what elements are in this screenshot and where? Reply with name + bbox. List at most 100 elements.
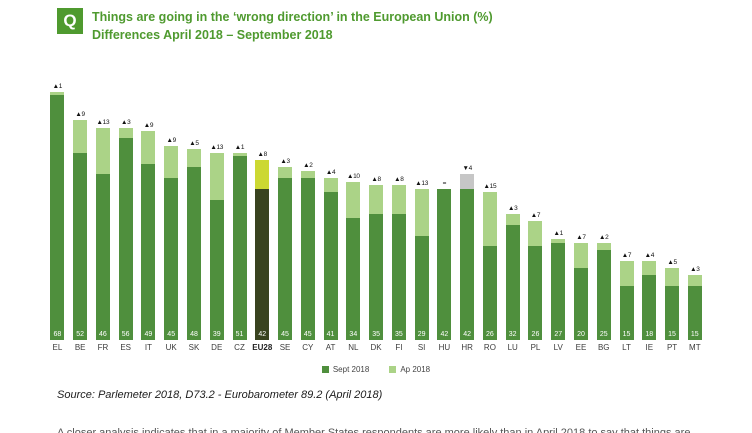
base-segment: 39 [209, 199, 224, 340]
category-label-sk: SK [188, 343, 200, 352]
bar-value: 39 [212, 330, 221, 338]
difference-marker: ▲3 [280, 158, 290, 166]
bar-group-nl: ▲10 34 [342, 173, 365, 340]
bar-value: 68 [53, 330, 62, 338]
base-segment: 20 [573, 268, 588, 340]
increase-segment [665, 268, 680, 286]
category-label-at: AT [325, 343, 336, 352]
bar-value: 35 [372, 330, 380, 338]
bar-value: 26 [486, 330, 494, 338]
increase-segment [50, 91, 65, 96]
chart-legend: Sept 2018 Ap 2018 [0, 365, 752, 374]
bar-value: 41 [326, 330, 335, 338]
bar-group-ro: ▲15 26 [479, 183, 502, 340]
category-label-si: SI [417, 343, 426, 352]
category-label-es: ES [120, 343, 132, 352]
category-label-lv: LV [553, 343, 563, 352]
bar-group-cy: ▲2 45 [296, 162, 319, 340]
base-segment: 15 [619, 286, 634, 340]
difference-marker: ▲3 [120, 118, 131, 126]
base-segment: 42 [460, 188, 475, 340]
bar-group-cz: ▲1 51 [228, 144, 251, 340]
bar-group-hu: = 42 [433, 180, 456, 340]
base-segment: 45 [164, 178, 179, 340]
category-label-mt: MT [689, 343, 701, 352]
category-label-fi: FI [395, 343, 403, 352]
increase-segment [255, 160, 270, 189]
category-label-hr: HR [461, 343, 473, 352]
increase-segment [164, 145, 179, 178]
base-segment: 41 [323, 192, 338, 340]
bar-value: 15 [622, 330, 631, 338]
difference-marker: ▲9 [75, 111, 85, 119]
bar-value: 51 [235, 330, 244, 338]
bar-group-es: ▲3 56 [114, 119, 137, 340]
bar-group-it: ▲9 49 [137, 122, 160, 340]
base-segment: 45 [300, 178, 315, 340]
increase-segment [391, 185, 406, 214]
increase-segment [573, 242, 588, 268]
difference-marker: ▲3 [507, 205, 518, 213]
bar-group-bg: ▲2 25 [592, 234, 615, 340]
difference-marker: ▲8 [257, 151, 268, 159]
category-label-nl: NL [348, 343, 359, 352]
bar-group-fr: ▲13 46 [92, 119, 115, 340]
bar-group-at: ▲4 41 [319, 169, 342, 340]
bar-group-hr: ▼4 42 [456, 165, 479, 340]
legend-label-sept: Sept 2018 [332, 365, 370, 374]
difference-marker: ▲5 [667, 259, 677, 266]
increase-segment [369, 185, 384, 214]
bar-group-pl: ▲7 26 [524, 212, 547, 340]
difference-marker: ▲8 [394, 176, 404, 184]
category-label-hu: HU [438, 343, 451, 352]
increase-segment [300, 170, 315, 178]
bar-value: 42 [440, 330, 449, 338]
category-label-de: DE [211, 343, 223, 352]
base-segment: 48 [186, 167, 201, 340]
difference-marker: ▲2 [303, 161, 313, 169]
category-label-uk: UK [165, 343, 177, 352]
category-label-cy: CY [302, 343, 314, 352]
bar-value: 32 [508, 330, 517, 338]
category-label-el: EL [52, 343, 63, 352]
increase-segment [687, 275, 702, 286]
bar-group-ie: ▲4 18 [638, 252, 661, 340]
bar-value: 27 [554, 330, 563, 338]
increase-segment [619, 260, 634, 286]
bar-value: 45 [303, 330, 312, 338]
footnote-text-clipped: A closer analysis indicates that in a ma… [57, 427, 691, 433]
difference-marker: ▲5 [189, 140, 199, 148]
difference-marker: ▲13 [96, 118, 110, 126]
base-segment: 49 [141, 163, 156, 340]
bar-value: 18 [645, 330, 654, 338]
increase-segment [95, 127, 110, 175]
base-segment: 52 [73, 152, 88, 340]
base-segment: 29 [414, 235, 429, 340]
base-segment: 18 [642, 275, 657, 340]
increase-segment [642, 260, 657, 276]
increase-segment [73, 120, 88, 153]
base-segment: 15 [687, 286, 702, 340]
bar-group-eu28: ▲8 42 [251, 151, 274, 340]
april-2018-swatch-icon [389, 366, 397, 373]
base-segment: 26 [528, 246, 543, 340]
increase-segment [118, 127, 133, 139]
base-segment: 27 [551, 242, 566, 340]
category-label-lt: LT [622, 343, 631, 352]
difference-marker: ▲7 [530, 212, 541, 220]
category-label-fr: FR [97, 343, 109, 352]
bar-group-se: ▲3 45 [274, 158, 297, 340]
bar-value: 52 [76, 330, 85, 338]
category-label-pl: PL [530, 343, 541, 352]
difference-marker: ▲2 [599, 233, 609, 241]
bar-group-de: ▲13 39 [205, 144, 228, 340]
legend-item-april: Ap 2018 [389, 365, 430, 374]
bar-value: 48 [190, 330, 198, 338]
increase-segment [414, 188, 429, 236]
increase-segment [186, 149, 201, 168]
increase-segment [528, 221, 543, 247]
bar-value: 45 [167, 330, 176, 338]
base-segment: 25 [596, 250, 611, 340]
increase-segment [141, 131, 156, 164]
difference-marker: ▲9 [143, 122, 154, 130]
